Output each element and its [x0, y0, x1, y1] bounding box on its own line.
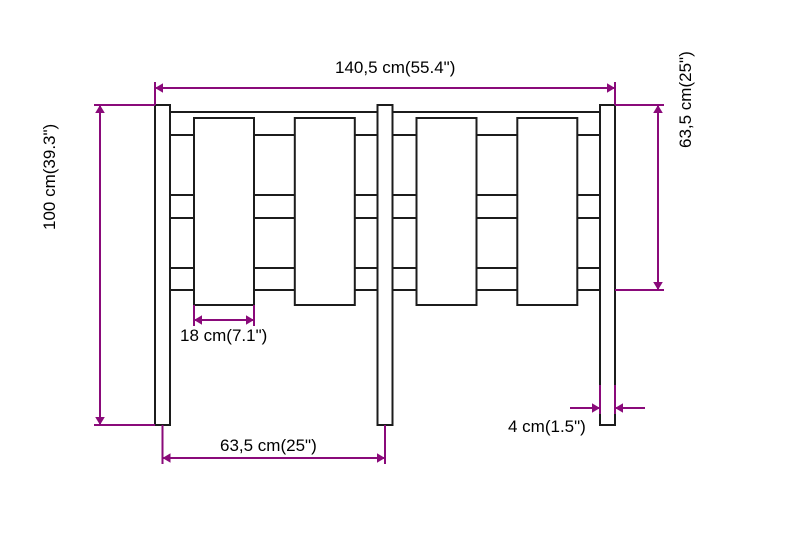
dim-height-left: 100 cm(39.3") [40, 124, 60, 230]
dim-width-top: 140,5 cm(55.4") [335, 58, 455, 78]
dim-height-right: 63,5 cm(25") [676, 51, 696, 148]
dim-depth: 4 cm(1.5") [508, 417, 586, 437]
dim-half-width: 63,5 cm(25") [220, 436, 317, 456]
dim-slat-width: 18 cm(7.1") [180, 326, 267, 346]
